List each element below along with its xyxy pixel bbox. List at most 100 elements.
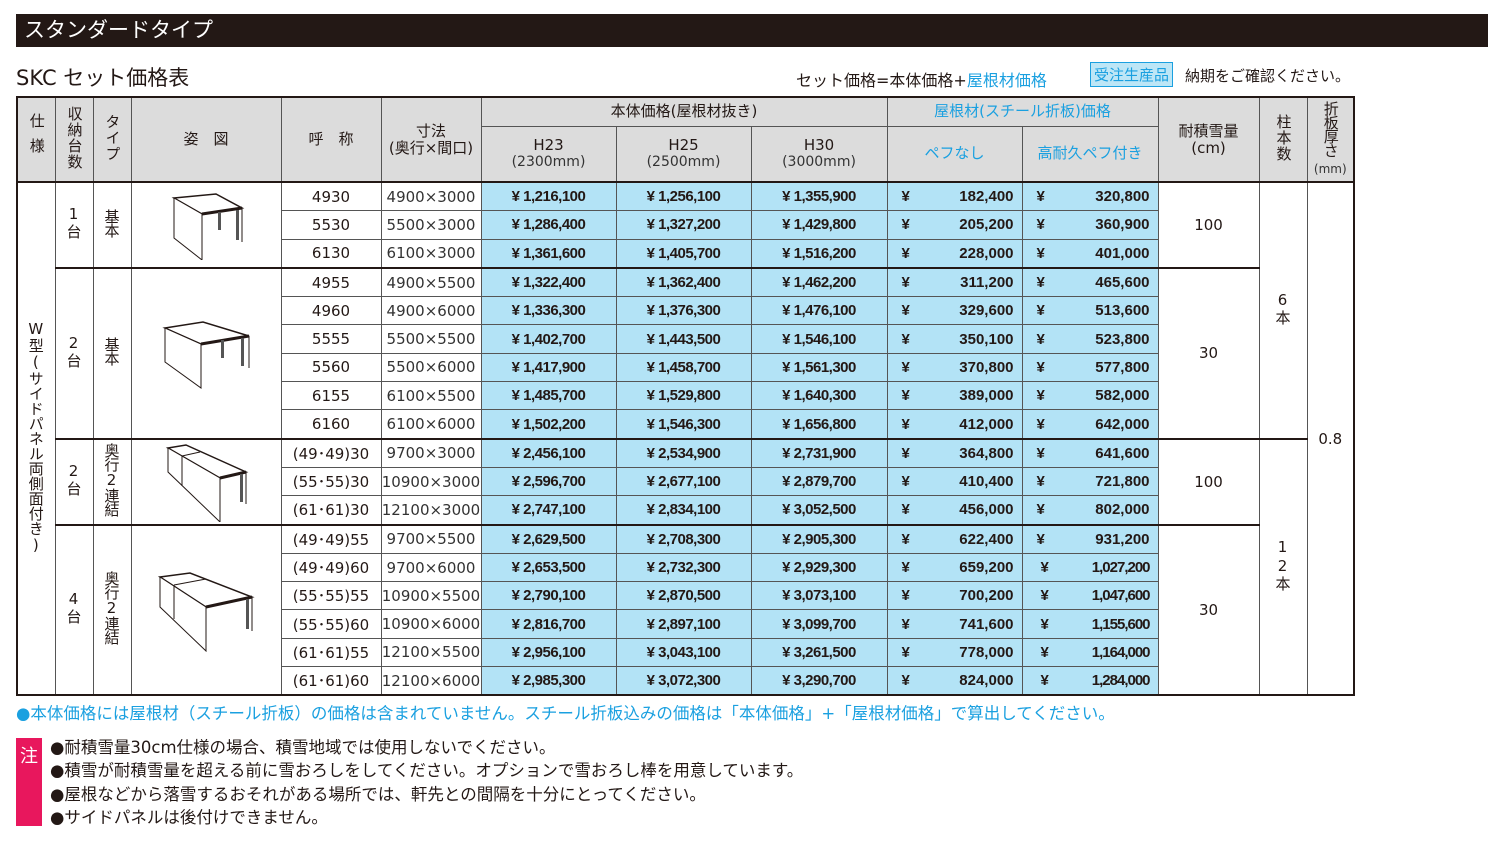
model-name: (49･49)30 — [280, 437, 382, 468]
price-value: 2,897,100 — [658, 615, 721, 633]
price-value: 1,027,200 — [1091, 559, 1151, 576]
price-value: 824,000 — [959, 672, 1014, 690]
roof-price-with-pef: ¥360,900 — [1021, 210, 1159, 240]
price-h30: ¥ 2,879,700 — [750, 466, 888, 497]
price-h23: ¥ 2,747,100 — [480, 495, 617, 526]
table-row: 2台 奥行2連結 (49･49)30 9700×3000 ¥ 2,456,100 ¥ 2,… — [17, 437, 1354, 696]
header-snow: 耐積雪量 (cm) — [1157, 96, 1260, 183]
yen-symbol: ¥ — [782, 473, 790, 491]
dimension: 6100×6000 — [380, 409, 482, 440]
price-h30: ¥ 3,290,700 — [750, 666, 888, 696]
yen-symbol: ¥ — [511, 387, 520, 405]
yen-symbol: ¥ — [646, 244, 655, 262]
roof-price-with-pef: ¥721,800 — [1021, 466, 1159, 497]
caution-item: ●屋根などから落雪するおそれがある場所では、軒先との間隔を十分にとってください。 — [50, 784, 706, 804]
model-name: (55･55)55 — [280, 581, 382, 611]
model-name: (55･55)30 — [280, 466, 382, 497]
caution-item: ●サイドパネルは後付けできません。 — [50, 807, 328, 827]
table-title: SKC セット価格表 — [16, 66, 190, 90]
price-value: 360,900 — [1095, 216, 1150, 234]
header-thickness: 折板厚さ (mm) — [1306, 96, 1355, 183]
table-row: (55･55)30 10900×3000 ¥ 2,596,700 ¥ 2,677,10… — [17, 466, 1354, 497]
header-h23: H23 (2300mm) — [480, 125, 617, 183]
yen-symbol: ¥ — [511, 188, 520, 206]
yen-symbol: ¥ — [1036, 274, 1045, 292]
roof-price-with-pef: ¥320,800 — [1021, 181, 1159, 212]
dimension: 12100×3000 — [380, 495, 482, 526]
model-name: (55･55)60 — [280, 609, 382, 639]
header-dimension: 寸法 (奥行×間口) — [380, 96, 482, 183]
yen-symbol: ¥ — [1036, 330, 1045, 348]
dimension: 9700×3000 — [380, 437, 482, 468]
snow-load-cell: 30 — [1157, 266, 1260, 440]
price-h25: ¥ 1,256,100 — [615, 181, 752, 212]
table-row: (61･61)55 12100×5500 ¥ 2,956,100 ¥ 3,043,10… — [17, 637, 1354, 668]
units-cell: 1台 — [54, 181, 94, 269]
yen-symbol: ¥ — [646, 188, 655, 206]
price-value: 1,362,400 — [658, 274, 721, 292]
yen-symbol: ¥ — [782, 244, 790, 262]
model-name: (49･49)55 — [280, 523, 382, 554]
price-h25: ¥ 1,546,300 — [615, 409, 752, 440]
yen-symbol: ¥ — [511, 274, 520, 292]
model-name: (61･61)30 — [280, 495, 382, 526]
roof-price-with-pef: ¥641,600 — [1021, 437, 1159, 468]
roof-price-no-pef: ¥205,200 — [886, 210, 1023, 240]
price-h30: ¥ 1,355,900 — [750, 181, 888, 212]
table-row: 6130 6100×3000 ¥ 1,361,600 ¥ 1,405,700 ¥ 1,5… — [17, 238, 1354, 269]
price-h25: ¥ 1,443,500 — [615, 324, 752, 354]
yen-symbol: ¥ — [782, 501, 790, 519]
price-value: 2,732,300 — [658, 559, 721, 576]
yen-symbol: ¥ — [1036, 444, 1045, 462]
yen-symbol: ¥ — [782, 415, 790, 433]
price-h23: ¥ 1,286,400 — [480, 210, 617, 240]
price-value: 2,905,300 — [793, 530, 857, 548]
price-table-body: W型(サイドパネル両側面付き) 1台 基本 4930 4900×3000 ¥ 1,216,… — [16, 180, 1355, 696]
table-row: 5530 5500×3000 ¥ 1,286,400 ¥ 1,327,200 ¥ 1,4… — [17, 210, 1354, 240]
yen-symbol: ¥ — [901, 244, 910, 262]
price-h30: ¥ 1,640,300 — [750, 381, 888, 411]
price-h30: ¥ 1,546,100 — [750, 324, 888, 354]
yen-symbol: ¥ — [511, 501, 520, 519]
yen-symbol: ¥ — [782, 274, 790, 292]
yen-symbol: ¥ — [901, 672, 910, 690]
price-value: 389,000 — [959, 387, 1014, 405]
dimension: 10900×5500 — [380, 581, 482, 611]
price-value: 3,290,700 — [793, 672, 857, 690]
roof-price-with-pef: ¥401,000 — [1021, 238, 1159, 269]
price-value: 1,443,500 — [658, 330, 721, 348]
model-name: 6160 — [280, 409, 382, 440]
dimension: 5500×5500 — [380, 324, 482, 354]
roof-price-with-pef: ¥1,027,200 — [1021, 552, 1159, 583]
table-row: (61･61)60 12100×6000 ¥ 2,985,300 ¥ 3,072,30… — [17, 666, 1354, 696]
price-value: 2,629,500 — [523, 530, 586, 548]
yen-symbol: ¥ — [511, 216, 520, 234]
roof-price-no-pef: ¥410,400 — [886, 466, 1023, 497]
price-value: 3,073,100 — [793, 587, 857, 605]
price-h25: ¥ 2,870,500 — [615, 581, 752, 611]
price-value: 1,405,700 — [658, 244, 721, 262]
price-value: 2,708,300 — [658, 530, 721, 548]
snow-load-cell: 100 — [1157, 437, 1260, 526]
price-h25: ¥ 1,458,700 — [615, 352, 752, 383]
header-with-pef: 高耐久ペフ付き — [1021, 125, 1159, 183]
table-row: W型(サイドパネル両側面付き) 1台 基本 4930 4900×3000 ¥ 1,216,… — [16, 180, 1355, 696]
price-value: 1,417,900 — [523, 358, 586, 376]
yen-symbol: ¥ — [1040, 559, 1049, 576]
price-h25: ¥ 3,072,300 — [615, 666, 752, 696]
units-cell: 4台 — [54, 523, 94, 696]
column-count-cell: 6本 — [1258, 181, 1308, 440]
yen-symbol: ¥ — [782, 643, 790, 661]
price-h25: ¥ 1,362,400 — [615, 266, 752, 298]
table-row: 6155 6100×5500 ¥ 1,485,700 ¥ 1,529,800 ¥ 1,6… — [17, 381, 1354, 411]
price-value: 1,336,300 — [523, 302, 586, 320]
price-value: 456,000 — [959, 501, 1014, 519]
price-value: 3,043,100 — [658, 643, 721, 661]
roof-price-no-pef: ¥741,600 — [886, 609, 1023, 639]
dimension: 9700×6000 — [380, 552, 482, 583]
price-value: 1,402,700 — [523, 330, 586, 348]
yen-symbol: ¥ — [511, 358, 520, 376]
price-value: 1,047,600 — [1091, 587, 1151, 605]
price-value: 1,322,400 — [523, 274, 586, 292]
dimension: 10900×3000 — [380, 466, 482, 497]
